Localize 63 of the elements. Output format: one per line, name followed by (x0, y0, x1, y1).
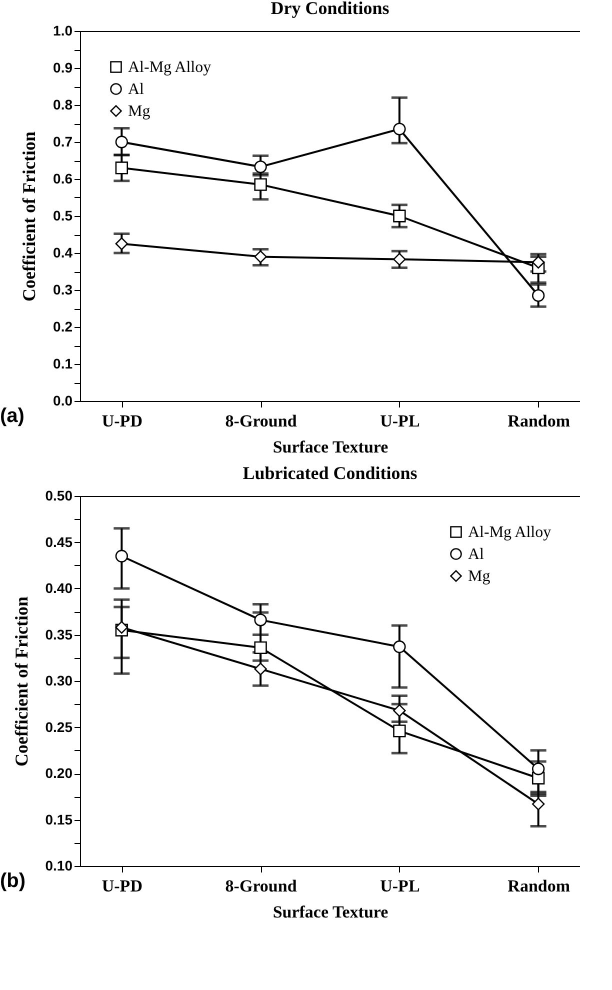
x-tick-label: Random (508, 412, 570, 430)
y-tick-label: 0.3 (53, 282, 73, 298)
legend-label: Al-Mg Alloy (468, 524, 552, 541)
x-tick-label: U-PD (102, 876, 142, 896)
y-tick-label: 0.6 (53, 170, 73, 186)
y-axis-title: Coefficient of Friction (19, 132, 40, 302)
point (393, 724, 406, 738)
legend-label: Al-Mg Alloy (128, 59, 212, 76)
x-tick-label: U-PL (380, 876, 420, 896)
legend-label: Mg (128, 103, 150, 120)
point (254, 614, 267, 626)
point (254, 662, 267, 676)
y-tick-label: 0.2 (53, 318, 73, 334)
y-tick-label: 0.30 (45, 672, 73, 688)
y-tick-label: 0.35 (45, 626, 73, 642)
point (393, 640, 406, 654)
y-axis-title: Coefficient of Friction (11, 596, 32, 766)
point (532, 762, 545, 776)
point (115, 162, 128, 174)
chart-title: Lubricated Conditions (242, 463, 418, 483)
x-tick-label: Random (508, 876, 570, 896)
y-tick-label: 0.20 (45, 765, 73, 781)
point (115, 621, 128, 634)
y-tick-label: 0.4 (53, 244, 73, 260)
y-tick-label: 0.15 (45, 811, 73, 828)
point (393, 252, 406, 266)
x-tick-label: U-PL (380, 412, 420, 430)
y-tick-label: 0.40 (45, 580, 73, 596)
point (254, 178, 267, 191)
x-tick-label: U-PD (102, 412, 142, 430)
x-axis-title: Surface Texture (272, 902, 389, 922)
y-tick-label: 0.10 (45, 858, 73, 874)
y-tick-label: 0.0 (53, 392, 73, 408)
y-tick-label: 0.9 (53, 60, 73, 76)
y-tick-label: 0.7 (53, 134, 73, 150)
x-axis-title: Surface Texture (272, 438, 389, 456)
point (393, 210, 406, 222)
legend-label: Mg (468, 568, 490, 585)
point (532, 798, 545, 810)
y-tick-label: 0.5 (53, 208, 73, 224)
point (532, 256, 545, 269)
legend-label: Al (468, 546, 485, 563)
point (254, 160, 267, 174)
point (393, 704, 406, 717)
y-tick-label: 1.0 (53, 22, 73, 38)
legend-label: Al (128, 81, 145, 98)
text: (b) (0, 870, 26, 892)
chart-title: Dry Conditions (270, 0, 390, 18)
y-tick-label: 0.50 (45, 488, 73, 504)
y-tick-label: 0.1 (53, 356, 73, 372)
y-tick-label: 0.45 (45, 534, 73, 550)
text: (a) (0, 405, 24, 427)
point (532, 289, 545, 302)
x-tick-label: 8-Ground (225, 876, 298, 896)
point (115, 237, 128, 250)
y-tick-label: 0.25 (45, 718, 73, 735)
y-tick-label: 0.8 (53, 96, 73, 112)
point (393, 122, 406, 136)
point (254, 250, 267, 264)
point (115, 136, 128, 148)
x-tick-label: 8-Ground (225, 412, 298, 430)
point (254, 641, 267, 654)
point (115, 550, 128, 562)
